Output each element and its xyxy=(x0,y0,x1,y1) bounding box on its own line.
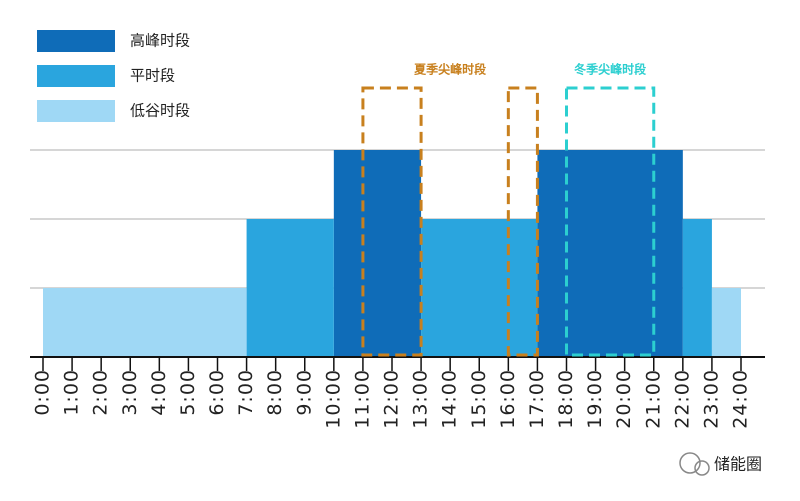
annotation-label: 冬季尖峰时段 xyxy=(574,62,647,77)
legend-label: 高峰时段 xyxy=(130,32,190,50)
plot: 0:00 1:00 2:00 3:00 4:00 5:00 6:00 7:00 8:00 9:00… xyxy=(30,149,765,429)
x-tick-label: 11:00 xyxy=(351,369,373,429)
bar xyxy=(333,150,422,357)
x-tick-label: 5:00 xyxy=(177,369,199,416)
x-tick-label: 22:00 xyxy=(671,369,693,429)
x-tick-label: 21:00 xyxy=(642,369,664,429)
bar xyxy=(43,288,247,357)
legend-swatch xyxy=(37,100,115,122)
legend-label: 平时段 xyxy=(130,67,175,85)
legend-swatch xyxy=(37,30,115,52)
x-tick-label: 19:00 xyxy=(584,369,606,429)
x-tick-label: 20:00 xyxy=(613,369,635,429)
bar xyxy=(537,150,683,357)
x-tick-label: 9:00 xyxy=(293,369,315,416)
annotation-box xyxy=(506,86,539,357)
legend-swatch xyxy=(37,65,115,87)
x-tick-label: 1:00 xyxy=(61,369,83,416)
x-tick-label: 4:00 xyxy=(148,369,170,416)
bar xyxy=(421,219,538,357)
x-tick-label: 24:00 xyxy=(730,369,752,429)
annotation-label: 夏季尖峰时段 xyxy=(414,62,487,77)
x-tick-label: 10:00 xyxy=(322,369,344,429)
x-tick-label: 6:00 xyxy=(206,369,228,416)
icon-circle xyxy=(694,460,710,476)
x-tick-label: 2:00 xyxy=(90,369,112,416)
x-tick-label: 18:00 xyxy=(555,369,577,429)
watermark-icon xyxy=(679,452,710,476)
x-tick-label: 23:00 xyxy=(700,369,722,429)
annotation-box xyxy=(565,86,656,357)
x-tick-label: 17:00 xyxy=(526,369,548,429)
bar xyxy=(711,288,741,357)
x-tick-label: 12:00 xyxy=(381,369,403,429)
x-tick-label: 8:00 xyxy=(264,369,286,416)
legend-label: 低谷时段 xyxy=(130,102,190,120)
annotation-box xyxy=(361,86,423,357)
x-tick-label: 15:00 xyxy=(468,369,490,429)
bar xyxy=(682,219,712,357)
x-tick-label: 3:00 xyxy=(119,369,141,416)
icon-circle xyxy=(679,452,701,474)
x-tick-label: 16:00 xyxy=(497,369,519,429)
x-tick-label: 14:00 xyxy=(439,369,461,429)
x-tick-label: 0:00 xyxy=(32,369,54,416)
x-tick-label: 13:00 xyxy=(410,369,432,429)
watermark: 储能圈 xyxy=(714,455,762,474)
x-tick-label: 7:00 xyxy=(235,369,257,416)
bar xyxy=(246,219,334,357)
